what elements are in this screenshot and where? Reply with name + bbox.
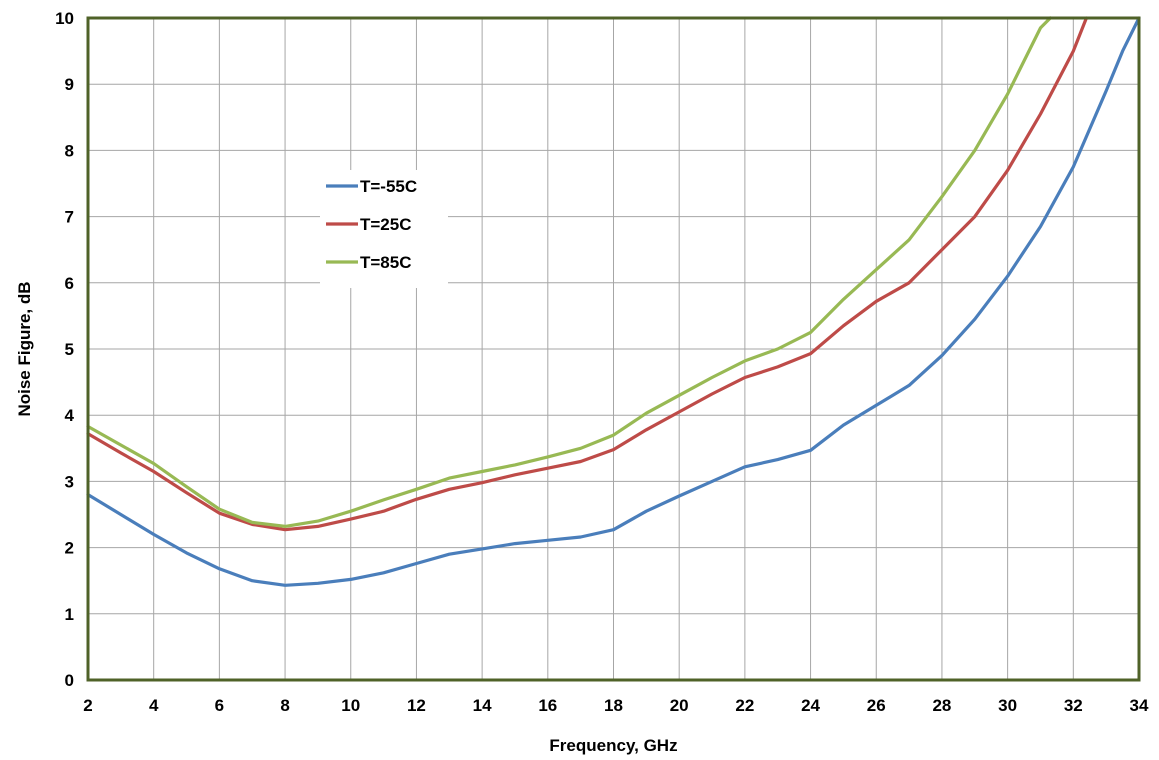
x-tick-label: 24: [801, 696, 820, 715]
x-tick-label: 8: [280, 696, 289, 715]
x-tick-label: 30: [998, 696, 1017, 715]
grid-lines: [87, 17, 1140, 681]
x-tick-label: 14: [473, 696, 492, 715]
y-tick-label: 7: [65, 208, 74, 227]
series-lines: [86, 16, 1141, 587]
y-tick-label: 9: [65, 75, 74, 94]
x-tick-label: 18: [604, 696, 623, 715]
legend: T=-55C T=25C T=85C: [320, 170, 448, 288]
x-tick-label: 32: [1064, 696, 1083, 715]
x-tick-label: 26: [867, 696, 886, 715]
series-line-2: [86, 16, 1089, 532]
x-tick-label: 28: [932, 696, 951, 715]
x-tick-label: 6: [215, 696, 224, 715]
series-line-3: [86, 16, 1052, 529]
y-tick-label: 2: [65, 539, 74, 558]
x-tick-label: 2: [83, 696, 92, 715]
y-tick-label: 5: [65, 340, 74, 359]
y-tick-label: 1: [65, 605, 74, 624]
y-tick-labels: 0 1 2 3 4 5 6 7 8 9 10: [55, 9, 74, 690]
legend-label-3: T=85C: [360, 253, 412, 272]
y-tick-label: 8: [65, 141, 74, 160]
x-axis-title: Frequency, GHz: [549, 736, 677, 755]
x-tick-label: 10: [341, 696, 360, 715]
x-tick-labels: 2 4 6 8 10 12 14 16 18 20 22 24 26 28 30 32 34: [83, 696, 1149, 715]
x-tick-label: 34: [1130, 696, 1149, 715]
x-tick-label: 22: [735, 696, 754, 715]
legend-background: [320, 170, 448, 288]
y-tick-label: 4: [65, 406, 75, 425]
y-tick-label: 10: [55, 9, 74, 28]
legend-label-1: T=-55C: [360, 177, 417, 196]
y-tick-label: 0: [65, 671, 74, 690]
legend-label-2: T=25C: [360, 215, 412, 234]
y-tick-label: 6: [65, 274, 74, 293]
x-tick-label: 12: [407, 696, 426, 715]
x-tick-label: 4: [149, 696, 159, 715]
x-tick-label: 20: [670, 696, 689, 715]
y-tick-label: 3: [65, 472, 74, 491]
x-tick-label: 16: [538, 696, 557, 715]
plot-area-border: [86, 16, 1141, 682]
y-axis-title: Noise Figure, dB: [15, 281, 34, 416]
series-line-1: [86, 16, 1141, 587]
